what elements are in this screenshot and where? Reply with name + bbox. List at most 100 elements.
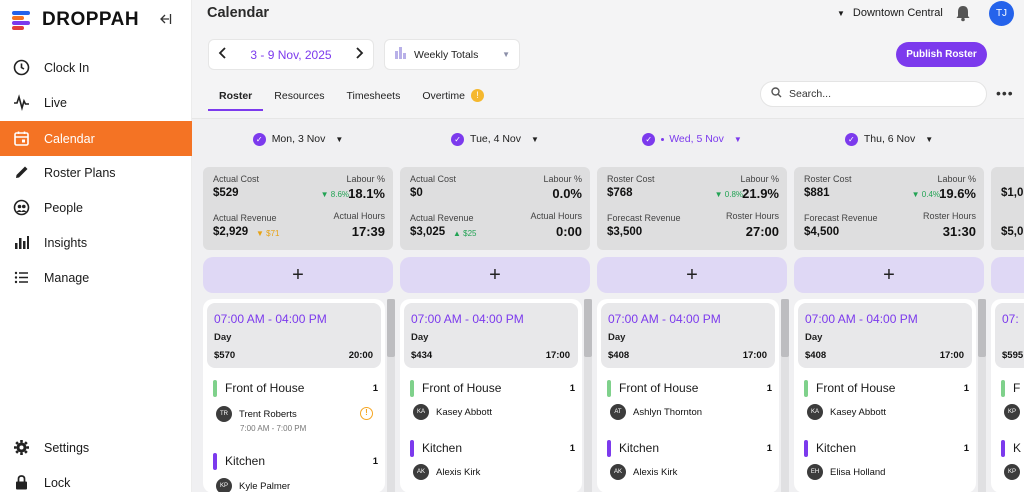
scrollbar[interactable] (387, 299, 395, 492)
scrollbar[interactable] (584, 299, 592, 492)
bell-icon[interactable] (954, 4, 972, 22)
shift-header[interactable]: 07:00 AM - 04:00 PM Day $408 17:00 (798, 303, 972, 368)
totals-dropdown[interactable]: Weekly Totals ▼ (384, 39, 520, 70)
shift-time: 07:00 AM - 04:00 PM (608, 312, 721, 326)
shift-card[interactable]: 07:00 AM - 04:00 PM Day $408 17:00 Front… (794, 299, 976, 492)
area-row[interactable]: Kitchen 1 (410, 438, 575, 458)
staff-row[interactable]: AK Alexis Kirk (413, 462, 480, 482)
more-options-icon[interactable]: ••• (996, 85, 1014, 101)
staff-name: Kasey Abbott (830, 406, 886, 418)
labour-value: 18.1% (348, 186, 385, 201)
add-shift-button[interactable]: + (597, 257, 787, 293)
revenue-label: Forecast Revenue (607, 213, 681, 223)
scrollbar[interactable] (781, 299, 789, 492)
scrollbar-thumb[interactable] (387, 299, 395, 357)
check-icon[interactable]: ✓ (844, 132, 858, 146)
shift-header[interactable]: 07:00 AM - 04:00 PM Day $434 17:00 (404, 303, 578, 368)
page-title: Calendar (207, 5, 270, 21)
check-icon[interactable]: ✓ (451, 132, 465, 146)
sidebar-item-settings[interactable]: Settings (0, 430, 192, 465)
tab-timesheets[interactable]: Timesheets (335, 85, 411, 111)
area-row[interactable]: Front of House 1 (804, 378, 969, 398)
tab-overtime[interactable]: Overtime! (411, 85, 495, 111)
labour-label: Labour % (937, 174, 976, 184)
prev-week-chevron-icon[interactable] (218, 47, 228, 62)
sidebar-item-label: Insights (44, 235, 88, 250)
area-row[interactable]: Front of House 1 (410, 378, 575, 398)
shift-card[interactable]: 07:00 AM - 04:00 PM Day $408 17:00 Front… (597, 299, 779, 492)
day-column: ✓ Tue, 4 Nov ▼ Actual Cost $0 Labour % 0… (400, 119, 592, 492)
caret-down-icon[interactable]: ▼ (335, 134, 344, 144)
staff-row[interactable]: AK Alexis Kirk (610, 462, 677, 482)
staff-row[interactable]: KA Kasey Abbott (413, 402, 492, 422)
area-name: Kitchen (422, 441, 463, 455)
labour-label: Labour % (740, 174, 779, 184)
day-header[interactable]: ✓ Mon, 3 Nov ▼ (203, 129, 393, 149)
area-row[interactable]: F (1001, 378, 1024, 398)
scrollbar[interactable] (978, 299, 986, 492)
day-header[interactable]: ✓ Thu, 6 Nov ▼ (794, 129, 984, 149)
area-row[interactable]: Front of House 1 (213, 378, 378, 398)
shift-header[interactable]: 07:00 AM - 04:00 PM Day $570 20:00 (207, 303, 381, 368)
shift-card[interactable]: 07:00 AM - 04:00 PM Day $570 20:00 Front… (203, 299, 385, 492)
day-header[interactable]: ✓ Tue, 4 Nov ▼ (400, 129, 590, 149)
publish-roster-button[interactable]: Publish Roster (896, 42, 987, 67)
sidebar-item-roster-plans[interactable]: Roster Plans (0, 155, 192, 190)
shift-header[interactable]: 07: $595 (995, 303, 1024, 368)
area-row[interactable]: Front of House 1 (607, 378, 772, 398)
area-name: K (1013, 441, 1022, 455)
area-name: F (1013, 381, 1021, 395)
staff-row[interactable]: TR Trent Roberts (216, 404, 297, 424)
shift-card[interactable]: 07:00 AM - 04:00 PM Day $434 17:00 Front… (400, 299, 582, 492)
sidebar-item-people[interactable]: People (0, 190, 192, 225)
area-row[interactable]: K (1001, 438, 1024, 458)
week-range-label[interactable]: 3 - 9 Nov, 2025 (250, 47, 332, 62)
staff-name: Alexis Kirk (436, 466, 481, 478)
next-week-chevron-icon[interactable] (354, 47, 364, 62)
staff-row[interactable]: AT Ashlyn Thornton (610, 402, 702, 422)
staff-row[interactable]: KP (1004, 462, 1024, 482)
sidebar-item-clock-in[interactable]: Clock In (0, 50, 192, 85)
staff-row[interactable]: KP Kyle Palmer (216, 476, 290, 492)
scrollbar-thumb[interactable] (781, 299, 789, 357)
check-icon[interactable]: ✓ (252, 132, 266, 146)
sidebar-item-calendar[interactable]: Calendar (0, 121, 192, 156)
tab-resources[interactable]: Resources (263, 85, 335, 111)
add-shift-button[interactable]: + (794, 257, 984, 293)
day-column: ✓ Wed, 5 Nov ▼ Roster Cost $768 Labour %… (597, 119, 789, 492)
avatar: KP (216, 478, 232, 492)
shift-name: Day (411, 332, 429, 343)
check-icon[interactable]: ✓ (642, 132, 656, 146)
add-shift-button[interactable] (991, 257, 1024, 293)
area-row[interactable]: Kitchen 1 (607, 438, 772, 458)
sidebar-item-insights[interactable]: Insights (0, 225, 192, 260)
sidebar-item-live[interactable]: Live (0, 85, 192, 120)
user-avatar[interactable]: TJ (989, 1, 1014, 26)
shift-header[interactable]: 07:00 AM - 04:00 PM Day $408 17:00 (601, 303, 775, 368)
shift-name: Day (608, 332, 626, 343)
staff-row[interactable]: EH Elisa Holland (807, 462, 885, 482)
add-shift-button[interactable]: + (203, 257, 393, 293)
location-selector[interactable]: ▼ Downtown Central (837, 7, 943, 19)
alert-icon[interactable]: ! (360, 407, 373, 420)
staff-row[interactable]: KA Kasey Abbott (807, 402, 886, 422)
day-header[interactable]: ✓ Wed, 5 Nov ▼ (597, 129, 787, 149)
sidebar-item-manage[interactable]: Manage (0, 260, 192, 295)
scrollbar-thumb[interactable] (584, 299, 592, 357)
tab-label: Overtime (422, 90, 465, 102)
search-input[interactable] (789, 88, 976, 100)
caret-down-icon[interactable]: ▼ (531, 134, 539, 144)
caret-down-icon[interactable]: ▼ (925, 134, 934, 144)
labour-trend: ▼ 0.4% (911, 190, 940, 199)
sidebar-item-lock[interactable]: Lock (0, 465, 192, 492)
tab-roster[interactable]: Roster (208, 85, 264, 111)
shift-card[interactable]: 07: $595 F KP K KP (991, 299, 1024, 492)
staff-row[interactable]: KP (1004, 402, 1024, 422)
caret-down-icon[interactable]: ▼ (733, 134, 742, 144)
area-row[interactable]: Kitchen 1 (804, 438, 969, 458)
collapse-sidebar-icon[interactable] (158, 12, 172, 26)
add-shift-button[interactable]: + (400, 257, 590, 293)
app-logo[interactable]: DROPPAH (12, 8, 139, 32)
area-row[interactable]: Kitchen 1 (213, 451, 378, 471)
scrollbar-thumb[interactable] (978, 299, 986, 357)
